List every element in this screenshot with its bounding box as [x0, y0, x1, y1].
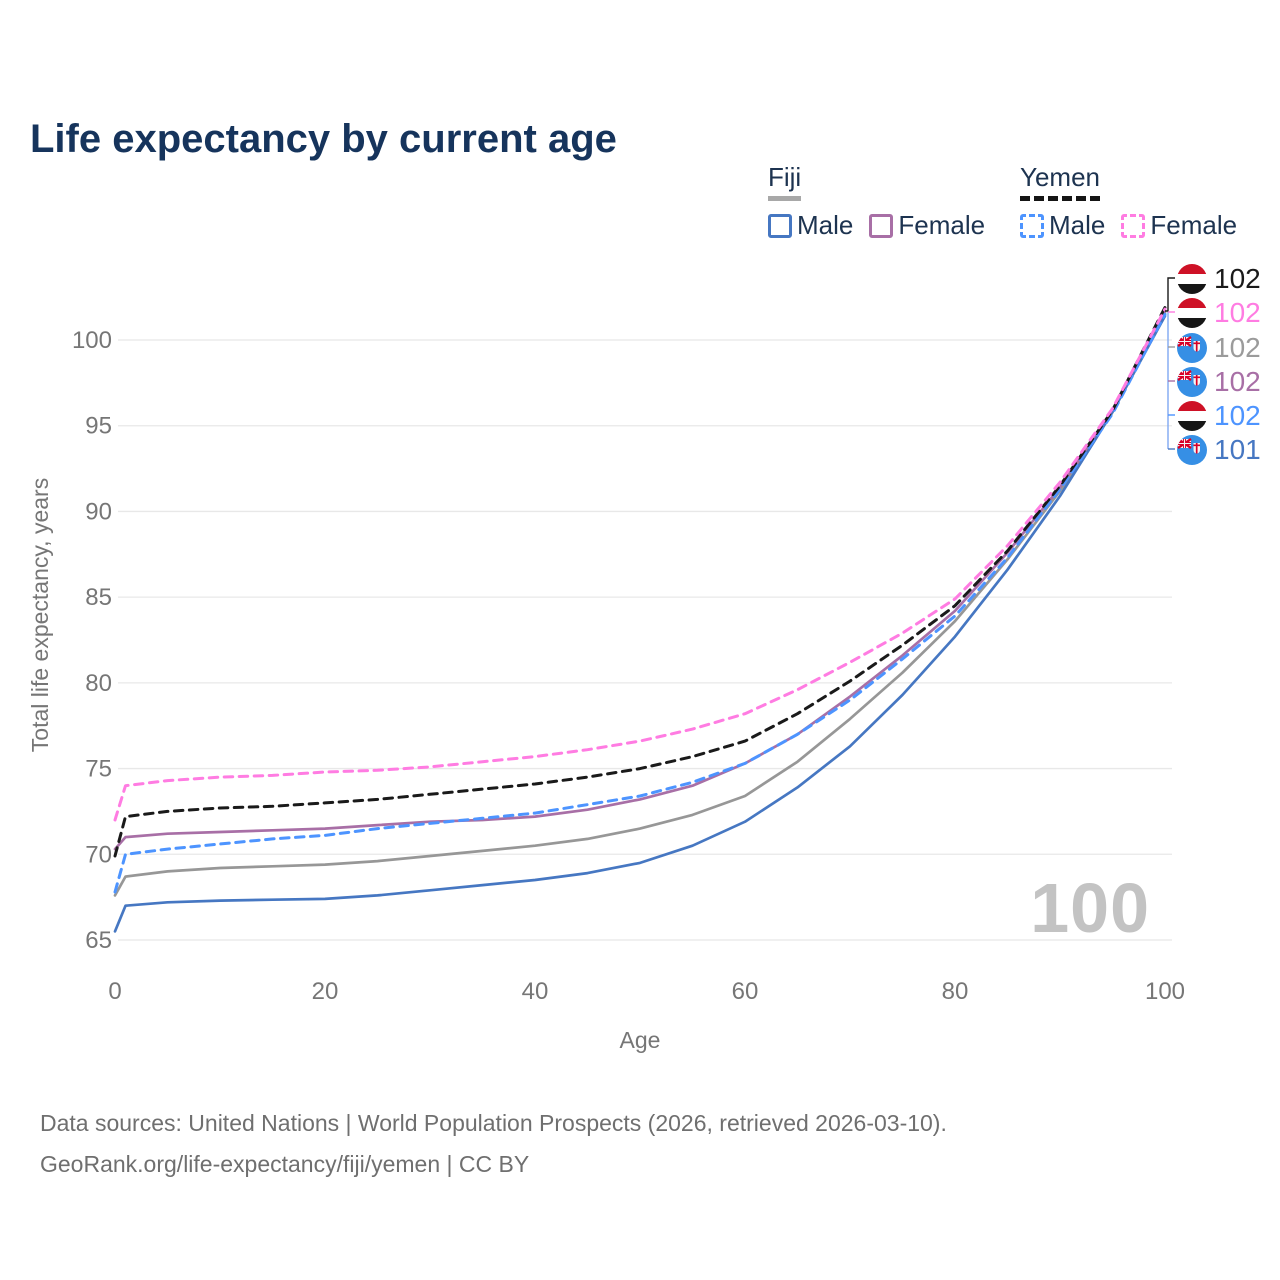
y-tick-label: 85	[85, 584, 112, 611]
series-line-yemen[interactable]	[113, 305, 1167, 858]
hover-age-watermark: 100	[1030, 869, 1150, 947]
fiji-flag-icon	[1177, 435, 1207, 465]
data-sources-caption: Data sources: United Nations | World Pop…	[40, 1110, 947, 1136]
yemen-flag-icon	[1177, 264, 1207, 294]
legend-row-fiji: Male Female	[768, 210, 985, 241]
y-tick-label: 100	[72, 327, 112, 354]
end-label-value: 102	[1214, 400, 1261, 431]
legend-group-yemen: Yemen Male Female	[1020, 162, 1237, 241]
legend-label-fiji-female: Female	[898, 210, 986, 240]
y-tick-label: 65	[85, 927, 112, 954]
fiji-female-swatch-icon	[869, 213, 894, 238]
legend-label-yemen-female: Female	[1150, 210, 1238, 240]
x-tick-label: 80	[942, 978, 969, 1005]
y-tick-label: 75	[85, 756, 112, 783]
end-label-fiji-female: 102	[1177, 366, 1261, 398]
yemen-male-swatch-icon	[1020, 213, 1044, 238]
end-label-fiji-male: 101	[1177, 434, 1261, 466]
end-label-value: 102	[1214, 366, 1261, 397]
legend-item-yemen-female[interactable]: Female	[1121, 210, 1237, 241]
end-label-yemen: 102	[1177, 263, 1261, 295]
end-label-fiji: 102	[1177, 332, 1261, 364]
yemen-female-swatch-icon	[1121, 213, 1146, 238]
legend-item-fiji-male[interactable]: Male	[768, 210, 853, 241]
legend-row-yemen: Male Female	[1020, 210, 1237, 241]
end-label-yemen-male: 102	[1177, 400, 1261, 432]
end-label-value: 102	[1214, 263, 1261, 294]
legend-group-fiji: Fiji Male Female	[768, 162, 985, 241]
series-line-yemen-female[interactable]	[113, 307, 1167, 822]
legend-label-yemen-male: Male	[1049, 210, 1106, 240]
x-tick-label: 20	[312, 978, 339, 1005]
legend-label-fiji-male: Male	[797, 210, 854, 240]
series-line-fiji-male[interactable]	[113, 314, 1167, 933]
y-tick-label: 90	[85, 498, 112, 525]
y-tick-label: 80	[85, 670, 112, 697]
legend-title-fiji: Fiji	[768, 162, 802, 201]
x-tick-label: 0	[108, 978, 121, 1005]
series-line-fiji[interactable]	[113, 311, 1167, 897]
series-line-fiji-female[interactable]	[113, 309, 1167, 851]
yemen-flag-icon	[1177, 298, 1207, 328]
x-axis-title: Age	[620, 1027, 661, 1053]
legend-item-yemen-male[interactable]: Male	[1020, 210, 1105, 241]
y-tick-label: 70	[85, 841, 112, 868]
legend-title-yemen: Yemen	[1020, 162, 1100, 201]
x-tick-label: 40	[522, 978, 549, 1005]
page-title: Life expectancy by current age	[30, 116, 617, 161]
fiji-male-swatch-icon	[768, 213, 792, 238]
x-tick-label: 100	[1145, 978, 1185, 1005]
end-label-value: 102	[1214, 297, 1261, 328]
y-axis-title: Total life expectancy, years	[27, 478, 53, 752]
end-label-yemen-female: 102	[1177, 297, 1261, 329]
end-label-connector	[1165, 277, 1175, 312]
attribution-caption: GeoRank.org/life-expectancy/fiji/yemen |…	[40, 1151, 530, 1177]
series-line-yemen-male[interactable]	[113, 312, 1167, 894]
legend-item-fiji-female[interactable]: Female	[869, 210, 985, 241]
yemen-flag-icon	[1177, 401, 1207, 431]
end-label-value: 102	[1214, 332, 1261, 363]
y-tick-label: 95	[85, 413, 112, 440]
x-tick-label: 60	[732, 978, 759, 1005]
fiji-flag-icon	[1177, 333, 1207, 363]
fiji-flag-icon	[1177, 367, 1207, 397]
end-label-value: 101	[1214, 434, 1261, 465]
